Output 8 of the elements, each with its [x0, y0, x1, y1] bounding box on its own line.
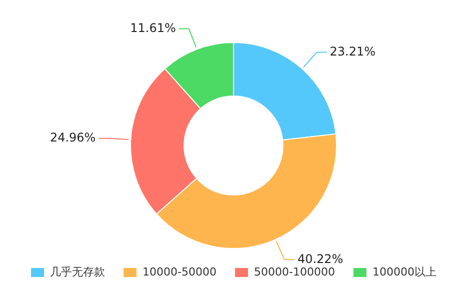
legend-label: 几乎无存款	[50, 265, 106, 278]
legend-label: 100000以上	[372, 265, 436, 278]
data-label: 24.96%	[50, 130, 96, 144]
data-label: 23.21%	[330, 44, 376, 58]
legend-label: 10000-50000	[142, 265, 217, 278]
legend-label: 50000-100000	[254, 265, 335, 278]
data-label: 11.61%	[130, 20, 176, 35]
data-label: 40.22%	[297, 252, 344, 266]
